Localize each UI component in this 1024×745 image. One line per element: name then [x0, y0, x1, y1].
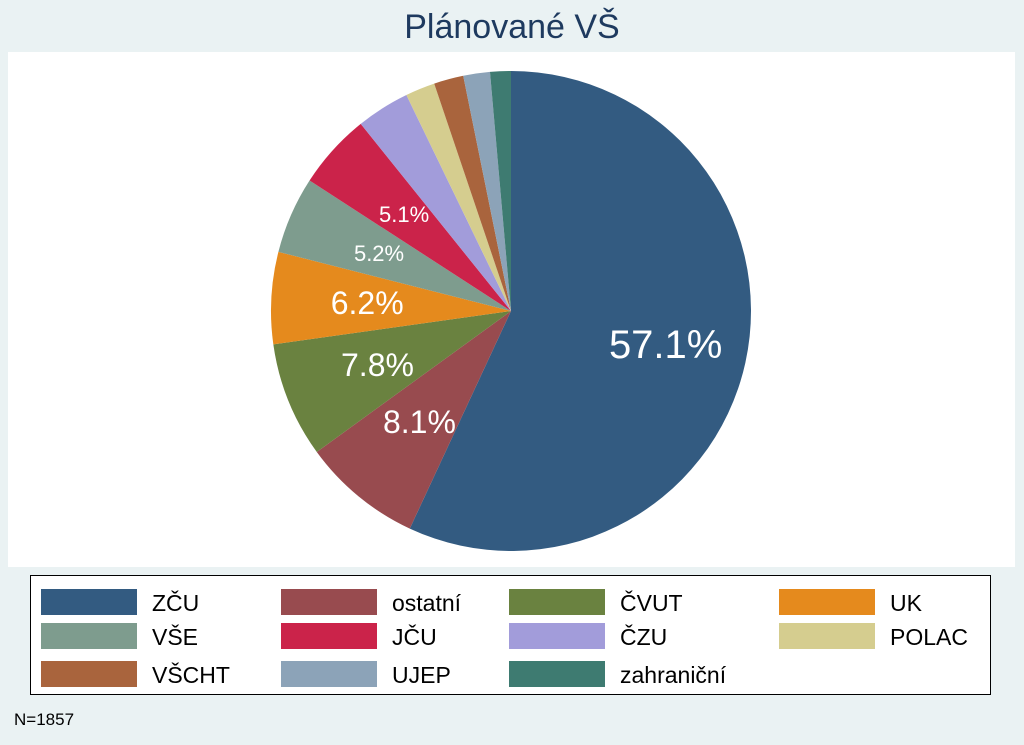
legend-label: JČU [392, 624, 437, 650]
legend-label: UJEP [392, 662, 451, 688]
pie-slice-1 [316, 311, 511, 529]
pie-slice-7 [406, 83, 511, 311]
slice-label-1: 8.1% [383, 404, 456, 440]
legend-swatch [509, 661, 605, 687]
pie-slice-0 [409, 71, 751, 552]
legend-swatch [509, 623, 605, 649]
legend-swatch [281, 589, 377, 615]
legend-swatch [41, 623, 137, 649]
chart-title: Plánované VŠ [404, 8, 620, 46]
legend: ZČU ostatní ČVUT UK VŠE JČU ČZU POLAC VŠCHT UJEP z… [30, 575, 991, 695]
legend-swatch [509, 589, 605, 615]
pie-slice-2 [273, 311, 511, 453]
pie-slice-3 [271, 251, 511, 345]
legend-label: ZČU [152, 590, 200, 616]
sample-size-note: N=1857 [14, 710, 75, 729]
legend-label: ČVUT [620, 590, 683, 616]
pie-slice-6 [360, 95, 511, 312]
slice-label-3: 6.2% [331, 285, 404, 321]
slice-label-0: 57.1% [609, 323, 722, 367]
legend-label: ČZU [620, 624, 668, 650]
slice-label-5: 5.1% [379, 202, 429, 227]
legend-swatch [281, 661, 377, 687]
legend-label: VŠE [152, 624, 199, 650]
slice-label-4: 5.2% [354, 241, 404, 266]
legend-label: zahraniční [620, 662, 727, 688]
legend-swatch [41, 661, 137, 687]
legend-swatch [779, 623, 875, 649]
pie-slice-4 [278, 180, 511, 311]
pie-slice-5 [309, 123, 511, 311]
legend-label: UK [890, 590, 922, 616]
pie-chart: 57.1% 8.1% 7.8% 6.2% 5.2% 5.1% [271, 71, 751, 552]
legend-label: POLAC [890, 624, 968, 650]
slice-label-2: 7.8% [341, 347, 414, 383]
pie-slice-10 [489, 71, 511, 311]
legend-label: ostatní [392, 590, 462, 616]
legend-swatch [779, 589, 875, 615]
plot-area: 57.1% 8.1% 7.8% 6.2% 5.2% 5.1% [8, 52, 1015, 567]
pie-slice-9 [463, 71, 511, 311]
legend-label: VŠCHT [152, 662, 230, 688]
legend-swatch [41, 589, 137, 615]
pie-slice-8 [434, 75, 511, 312]
legend-swatch [281, 623, 377, 649]
